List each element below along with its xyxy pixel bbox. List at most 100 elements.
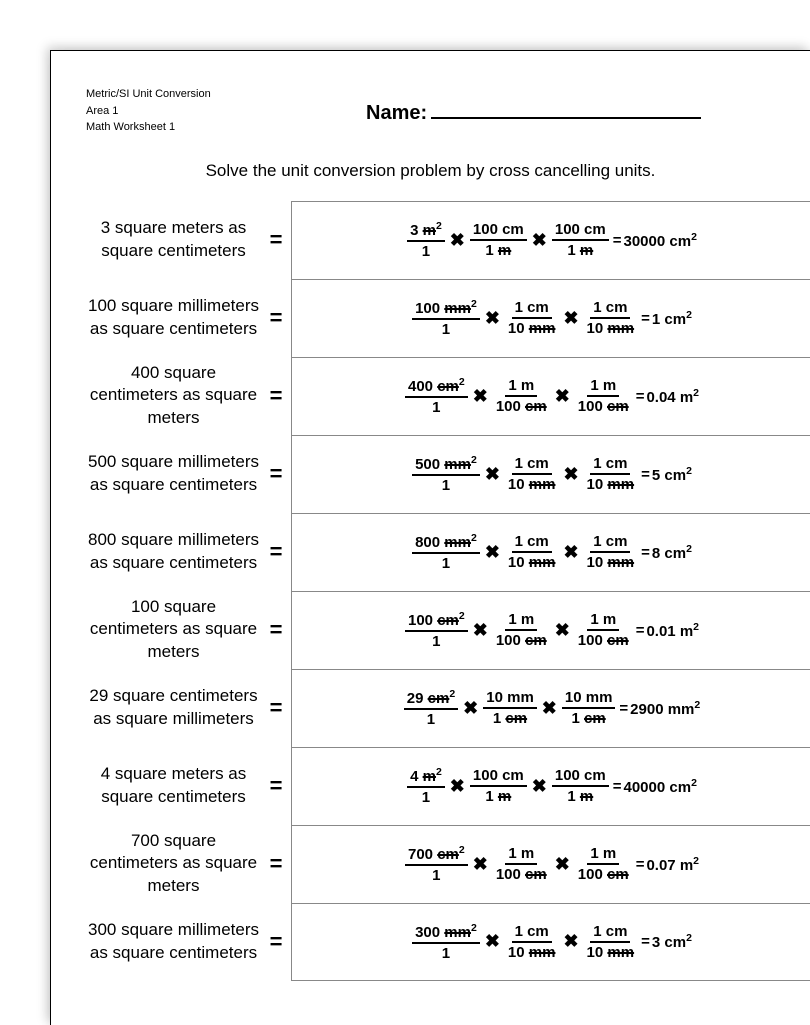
problem-row: 700 square centimeters as square meters=… (86, 825, 810, 903)
result-value: 2900 mm2 (630, 699, 700, 718)
fraction-1: 300 mm21 (412, 922, 480, 962)
equals-sign: = (261, 435, 291, 513)
fraction-2: 1 cm10 mm (505, 923, 559, 961)
meta-line-3: Math Worksheet 1 (86, 119, 366, 136)
problem-label: 700 square centimeters as square meters (86, 825, 261, 903)
multiply-icon: ✖ (563, 308, 578, 329)
multiply-icon: ✖ (450, 776, 465, 797)
problem-row: 4 square meters as square centimeters=4 … (86, 747, 810, 825)
problem-row: 100 square millimeters as square centime… (86, 279, 810, 357)
fraction-1: 100 mm21 (412, 298, 480, 338)
equals-sign: = (261, 903, 291, 981)
fraction-3: 1 cm10 mm (584, 533, 638, 571)
fraction-3: 100 cm1 m (552, 767, 609, 805)
solution-cell: 700 cm21✖1 m100 cm✖1 m100 cm=0.07 m2 (291, 825, 810, 903)
fraction-3: 1 cm10 mm (584, 455, 638, 493)
header-row: Metric/SI Unit Conversion Area 1 Math Wo… (86, 86, 810, 136)
fraction-1: 800 mm21 (412, 532, 480, 572)
name-line[interactable] (431, 101, 701, 119)
fraction-2: 1 cm10 mm (505, 533, 559, 571)
problem-label: 800 square millimeters as square centime… (86, 513, 261, 591)
worksheet-meta: Metric/SI Unit Conversion Area 1 Math Wo… (86, 86, 366, 136)
multiply-icon: ✖ (463, 698, 478, 719)
solution-cell: 3 m21✖100 cm1 m✖100 cm1 m=30000 cm2 (291, 201, 810, 279)
result-value: 0.07 m2 (646, 855, 699, 874)
problem-row: 500 square millimeters as square centime… (86, 435, 810, 513)
equals-sign: = (261, 747, 291, 825)
result-value: 8 cm2 (652, 543, 692, 562)
solution-cell: 4 m21✖100 cm1 m✖100 cm1 m=40000 cm2 (291, 747, 810, 825)
fraction-2: 100 cm1 m (470, 767, 527, 805)
fraction-3: 1 m100 cm (575, 845, 632, 883)
problem-label: 500 square millimeters as square centime… (86, 435, 261, 513)
multiply-icon: ✖ (485, 308, 500, 329)
fraction-1: 3 m21 (407, 220, 445, 260)
fraction-3: 1 cm10 mm (584, 299, 638, 337)
equals-result: = (641, 310, 650, 327)
result-value: 0.01 m2 (646, 621, 699, 640)
problem-row: 300 square millimeters as square centime… (86, 903, 810, 981)
multiply-icon: ✖ (532, 776, 547, 797)
equals-result: = (636, 622, 645, 639)
fraction-2: 1 m100 cm (493, 611, 550, 649)
name-label: Name: (366, 102, 427, 125)
solution-cell: 400 cm21✖1 m100 cm✖1 m100 cm=0.04 m2 (291, 357, 810, 435)
problem-row: 800 square millimeters as square centime… (86, 513, 810, 591)
equals-result: = (641, 933, 650, 950)
problem-label: 300 square millimeters as square centime… (86, 903, 261, 981)
solution-cell: 29 cm21✖10 mm1 cm✖10 mm1 cm=2900 mm2 (291, 669, 810, 747)
fraction-2: 1 m100 cm (493, 845, 550, 883)
multiply-icon: ✖ (563, 542, 578, 563)
fraction-3: 1 m100 cm (575, 377, 632, 415)
multiply-icon: ✖ (532, 230, 547, 251)
equals-result: = (613, 232, 622, 249)
equals-sign: = (261, 825, 291, 903)
equals-result: = (641, 466, 650, 483)
meta-line-2: Area 1 (86, 103, 366, 120)
fraction-1: 29 cm21 (404, 688, 458, 728)
solution-cell: 100 mm21✖1 cm10 mm✖1 cm10 mm=1 cm2 (291, 279, 810, 357)
result-value: 1 cm2 (652, 309, 692, 328)
multiply-icon: ✖ (450, 230, 465, 251)
fraction-1: 100 cm21 (405, 610, 468, 650)
problem-label: 100 square centimeters as square meters (86, 591, 261, 669)
multiply-icon: ✖ (555, 386, 570, 407)
solution-cell: 500 mm21✖1 cm10 mm✖1 cm10 mm=5 cm2 (291, 435, 810, 513)
fraction-1: 4 m21 (407, 766, 445, 806)
equals-result: = (636, 856, 645, 873)
problem-row: 29 square centimeters as square millimet… (86, 669, 810, 747)
problem-label: 3 square meters as square centimeters (86, 201, 261, 279)
problem-row: 100 square centimeters as square meters =… (86, 591, 810, 669)
problem-label: 4 square meters as square centimeters (86, 747, 261, 825)
fraction-2: 1 m100 cm (493, 377, 550, 415)
meta-line-1: Metric/SI Unit Conversion (86, 86, 366, 103)
result-value: 0.04 m2 (646, 387, 699, 406)
fraction-2: 100 cm1 m (470, 221, 527, 259)
equals-result: = (619, 700, 628, 717)
result-value: 3 cm2 (652, 932, 692, 951)
fraction-1: 500 mm21 (412, 454, 480, 494)
solution-cell: 300 mm21✖1 cm10 mm✖1 cm10 mm=3 cm2 (291, 903, 810, 981)
fraction-3: 1 m100 cm (575, 611, 632, 649)
problem-row: 400 square centimeters as square meters =… (86, 357, 810, 435)
fraction-2: 10 mm1 cm (483, 689, 537, 727)
fraction-3: 1 cm10 mm (584, 923, 638, 961)
multiply-icon: ✖ (563, 464, 578, 485)
equals-result: = (636, 388, 645, 405)
multiply-icon: ✖ (555, 620, 570, 641)
fraction-2: 1 cm10 mm (505, 455, 559, 493)
equals-sign: = (261, 669, 291, 747)
multiply-icon: ✖ (555, 854, 570, 875)
multiply-icon: ✖ (563, 931, 578, 952)
problems-list: 3 square meters as square centimeters=3 … (86, 201, 810, 981)
equals-sign: = (261, 201, 291, 279)
multiply-icon: ✖ (485, 542, 500, 563)
name-field: Name: (366, 101, 701, 125)
worksheet-page: Metric/SI Unit Conversion Area 1 Math Wo… (50, 50, 810, 1025)
equals-result: = (613, 778, 622, 795)
problem-label: 400 square centimeters as square meters (86, 357, 261, 435)
equals-sign: = (261, 513, 291, 591)
problem-label: 100 square millimeters as square centime… (86, 279, 261, 357)
equals-result: = (641, 544, 650, 561)
multiply-icon: ✖ (473, 620, 488, 641)
